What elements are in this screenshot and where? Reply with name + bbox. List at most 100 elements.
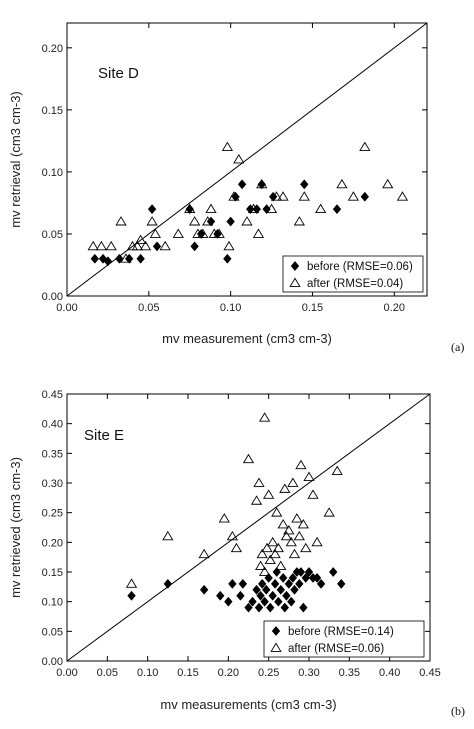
data-point-after <box>307 489 319 499</box>
data-point-before <box>237 179 247 190</box>
data-point-before <box>257 578 267 589</box>
data-point-before <box>136 253 145 264</box>
plot-frame-b <box>66 393 431 662</box>
legend-box-b <box>263 620 425 658</box>
y-tick-label: 0.25 <box>42 508 63 520</box>
data-point-after <box>311 536 323 547</box>
legend-label-after-a: after (RMSE=0.04) <box>307 278 403 290</box>
data-point-after <box>300 542 312 553</box>
y-tick-label: 0.15 <box>42 567 63 579</box>
x-ticks-b: 0.00 0.05 0.10 0.15 0.20 0.25 0.30 0.35 0.40 0.45 <box>56 394 441 679</box>
panel-label-a: (a) <box>451 340 464 354</box>
y-tick-label: 0.20 <box>42 43 63 55</box>
x-tick-label: 0.30 <box>298 667 319 679</box>
data-point-before <box>231 191 240 202</box>
data-point-after <box>298 191 310 201</box>
points-a <box>87 141 409 267</box>
data-point-after <box>149 228 161 238</box>
data-point-after <box>221 141 233 151</box>
x-tick-label: 0.00 <box>56 302 77 314</box>
data-point-after <box>120 253 132 263</box>
data-point-before <box>284 578 294 589</box>
x-tick-label: 0.15 <box>177 667 198 679</box>
data-point-before <box>238 578 248 589</box>
panel-a: 0.00 0.05 0.10 0.15 0.20 0.00 0.05 0.10 0.15 0.2… <box>8 22 464 354</box>
data-point-after <box>336 178 348 189</box>
y-tick-label: 0.20 <box>42 537 63 549</box>
data-point-after <box>259 566 271 576</box>
data-point-before <box>223 253 232 264</box>
data-point-after <box>87 240 99 251</box>
data-point-after <box>230 542 243 553</box>
legend-label-after-b: after (RMSE=0.06) <box>288 643 384 655</box>
data-point-after <box>256 548 268 559</box>
data-point-after <box>323 507 335 517</box>
y-axis-title-a: mv retrieval (cm3 cm-3) <box>8 91 23 228</box>
y-tick-label: 0.05 <box>42 229 63 241</box>
data-point-before <box>295 578 304 589</box>
data-point-after <box>287 477 299 487</box>
data-point-after <box>359 141 371 151</box>
data-point-after <box>293 530 305 541</box>
data-point-after <box>159 240 171 251</box>
y-tick-label: 0.40 <box>42 419 63 431</box>
x-tick-label: 0.15 <box>302 302 323 314</box>
data-point-after <box>293 216 305 226</box>
data-point-before <box>337 578 346 589</box>
data-point-after <box>125 578 138 588</box>
data-point-after <box>254 560 267 570</box>
data-point-before <box>252 584 261 595</box>
data-point-before <box>304 567 314 577</box>
data-point-before <box>98 253 108 264</box>
data-point-before <box>228 578 237 589</box>
data-point-before <box>287 596 296 607</box>
one-to-one-line-b <box>66 393 431 662</box>
data-point-after <box>280 530 293 541</box>
data-point-before <box>236 590 245 601</box>
data-point-after <box>261 542 273 553</box>
data-point-before <box>300 179 309 190</box>
y-ticks-b: 0.00 0.05 0.10 0.15 0.20 0.25 0.30 0.35 0.40 0.45 <box>42 389 430 668</box>
data-point-after <box>285 536 297 547</box>
data-point-after <box>382 178 394 189</box>
data-point-after <box>264 554 276 565</box>
y-ticks-a: 0.00 0.05 0.10 0.15 0.20 <box>42 43 427 303</box>
legend-triangle-icon <box>270 642 282 652</box>
data-point-before <box>282 590 291 601</box>
panel-label-b: (b) <box>451 704 465 718</box>
points-b <box>125 412 346 613</box>
data-point-before <box>278 572 288 583</box>
legend-b: before (RMSE=0.14) after (RMSE=0.06) <box>263 620 425 658</box>
data-point-after <box>277 191 289 201</box>
data-point-before <box>115 253 124 264</box>
plot-frame-a <box>66 22 428 297</box>
data-point-after <box>162 530 174 541</box>
legend-marker-after-b <box>270 642 282 652</box>
data-point-after <box>202 216 214 226</box>
data-point-after <box>283 524 295 535</box>
data-point-after <box>331 465 343 476</box>
data-point-after <box>226 530 238 541</box>
data-point-before <box>360 191 370 202</box>
one-to-one-line-a <box>66 22 428 297</box>
data-point-after <box>270 191 283 201</box>
site-label-a: Site D <box>98 65 139 82</box>
data-point-after <box>241 216 253 226</box>
y-tick-label: 0.30 <box>42 478 63 490</box>
data-point-after <box>267 536 279 547</box>
legend-diamond-icon <box>290 261 300 271</box>
data-point-after <box>95 240 107 251</box>
y-tick-label: 0.00 <box>42 656 63 668</box>
data-point-after <box>396 191 409 201</box>
x-tick-label: 0.05 <box>138 302 159 314</box>
data-point-after <box>105 240 117 251</box>
data-point-before <box>268 590 277 601</box>
x-tick-label: 0.20 <box>218 667 239 679</box>
data-point-after <box>189 216 201 226</box>
data-point-before <box>276 584 286 595</box>
legend-label-before-a: before (RMSE=0.06) <box>307 261 413 273</box>
data-point-before <box>226 216 235 227</box>
data-point-before <box>332 204 342 215</box>
x-ticks-a: 0.00 0.05 0.10 0.15 0.20 <box>56 23 405 314</box>
